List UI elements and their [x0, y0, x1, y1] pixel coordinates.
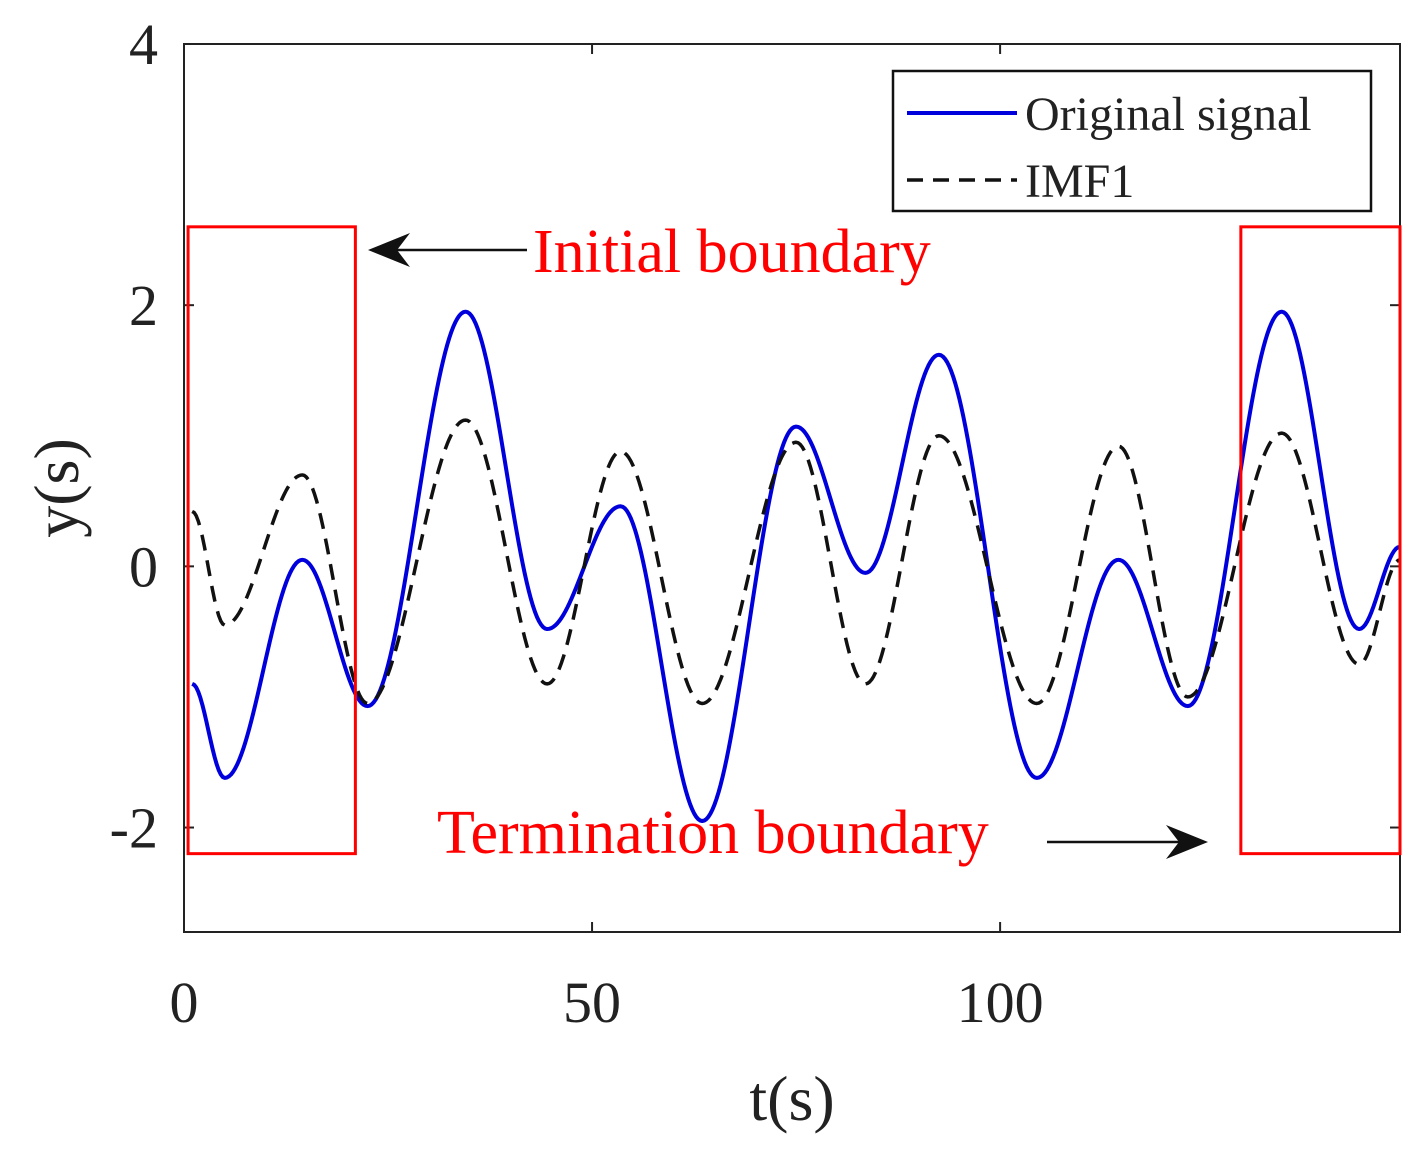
- series-line-imf1: [191, 418, 1401, 706]
- initial-boundary-annotation: Initial boundary: [186, 218, 931, 856]
- x-tick-label: 100: [957, 970, 1044, 1035]
- x-axis-title: t(s): [749, 1063, 834, 1134]
- legend: Original signal IMF1: [891, 69, 1373, 213]
- initial-boundary-box: [186, 225, 357, 856]
- y-tick-label: 4: [129, 12, 158, 77]
- y-tick-label: 2: [129, 273, 158, 338]
- legend-label-imf1: IMF1: [1025, 155, 1134, 208]
- initial-boundary-label: Initial boundary: [533, 218, 931, 286]
- legend-label-original-signal: Original signal: [1025, 88, 1312, 141]
- termination-boundary-label: Termination boundary: [437, 799, 989, 867]
- legend-box: [891, 69, 1373, 213]
- x-tick-label: 50: [563, 970, 621, 1035]
- y-tick-label: -2: [110, 796, 158, 861]
- ticks-layer: 0 50 100 4 2 0 -2: [110, 12, 1400, 1035]
- termination-boundary-annotation: Termination boundary: [437, 225, 1402, 867]
- series-layer: [191, 309, 1401, 823]
- initial-boundary-arrowhead: [368, 233, 410, 267]
- y-axis-title: y(s): [21, 438, 92, 538]
- termination-boundary-arrowhead: [1166, 825, 1208, 859]
- series-line-original-signal: [191, 309, 1401, 823]
- termination-boundary-box: [1239, 225, 1402, 856]
- x-tick-label: 0: [170, 970, 199, 1035]
- y-tick-label: 0: [129, 534, 158, 599]
